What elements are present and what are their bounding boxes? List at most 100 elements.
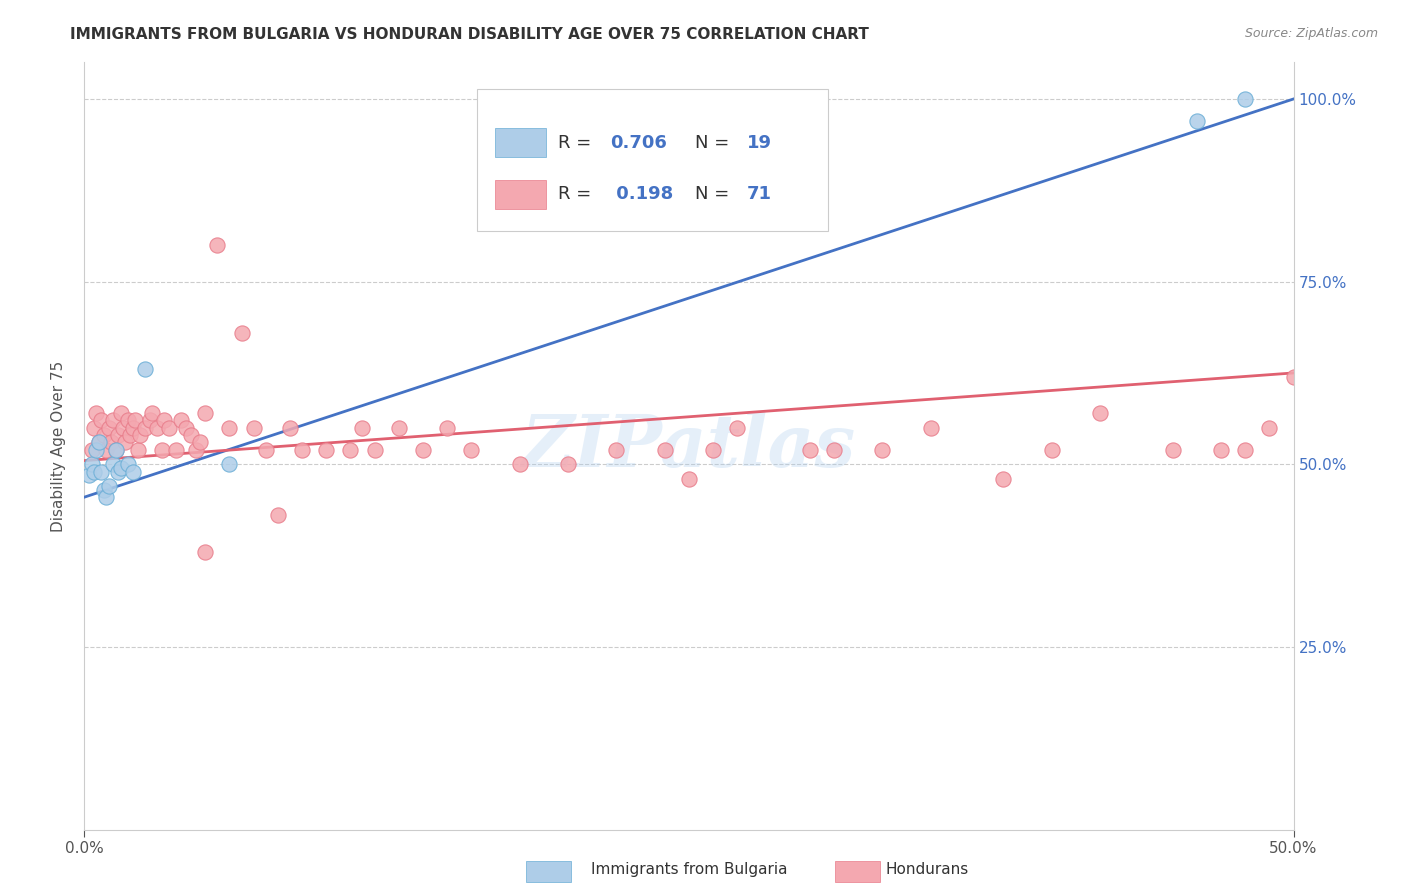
FancyBboxPatch shape — [495, 180, 547, 209]
Point — [100, 435, 122, 450]
Text: Immigrants from Bulgaria: Immigrants from Bulgaria — [591, 863, 787, 877]
Point — [86, 442, 108, 457]
Point — [121, 465, 143, 479]
Point — [138, 413, 160, 427]
Point — [1161, 442, 1184, 457]
Point — [180, 428, 202, 442]
Point — [90, 413, 112, 427]
Point — [86, 406, 108, 420]
Text: R =: R = — [558, 186, 598, 203]
Point — [1258, 421, 1281, 435]
Text: ZIPatlas: ZIPatlas — [522, 410, 856, 482]
Text: N =: N = — [695, 134, 735, 152]
Point — [87, 435, 110, 450]
Point — [134, 421, 156, 435]
Point — [110, 461, 132, 475]
Point — [218, 421, 240, 435]
Point — [352, 421, 374, 435]
Point — [184, 442, 207, 457]
Point — [150, 442, 173, 457]
Point — [823, 442, 845, 457]
Point — [120, 428, 142, 442]
Point — [103, 413, 125, 427]
Point — [129, 428, 152, 442]
Point — [339, 442, 361, 457]
Point — [103, 457, 125, 471]
Point — [194, 406, 217, 420]
Point — [127, 442, 149, 457]
Point — [97, 479, 120, 493]
Point — [112, 421, 135, 435]
Point — [872, 442, 894, 457]
Y-axis label: Disability Age Over 75: Disability Age Over 75 — [51, 360, 66, 532]
Point — [80, 457, 103, 471]
Point — [121, 421, 143, 435]
Text: N =: N = — [695, 186, 735, 203]
Point — [412, 442, 434, 457]
Point — [83, 465, 105, 479]
Point — [363, 442, 385, 457]
Point — [141, 406, 163, 420]
Point — [509, 457, 531, 471]
Point — [557, 457, 579, 471]
Point — [107, 428, 129, 442]
Point — [231, 326, 253, 340]
Text: Source: ZipAtlas.com: Source: ZipAtlas.com — [1244, 27, 1378, 40]
Point — [97, 421, 120, 435]
Point — [315, 442, 337, 457]
Point — [90, 465, 112, 479]
Point — [207, 238, 229, 252]
Point — [134, 362, 156, 376]
Point — [93, 428, 115, 442]
Point — [94, 490, 117, 504]
Point — [190, 435, 212, 450]
Point — [146, 421, 169, 435]
Point — [117, 413, 139, 427]
Point — [436, 421, 458, 435]
Point — [153, 413, 176, 427]
Point — [291, 442, 314, 457]
Text: R =: R = — [558, 134, 598, 152]
Text: IMMIGRANTS FROM BULGARIA VS HONDURAN DISABILITY AGE OVER 75 CORRELATION CHART: IMMIGRANTS FROM BULGARIA VS HONDURAN DIS… — [70, 27, 869, 42]
Text: 71: 71 — [747, 186, 772, 203]
Point — [388, 421, 411, 435]
FancyBboxPatch shape — [495, 128, 547, 157]
Point — [460, 442, 482, 457]
Text: 0.706: 0.706 — [610, 134, 668, 152]
FancyBboxPatch shape — [478, 89, 828, 231]
Point — [654, 442, 676, 457]
Point — [1040, 442, 1063, 457]
Point — [678, 472, 700, 486]
Point — [165, 442, 187, 457]
Point — [242, 421, 264, 435]
Point — [107, 465, 129, 479]
Point — [218, 457, 240, 471]
Point — [702, 442, 724, 457]
Point — [920, 421, 942, 435]
Point — [194, 545, 217, 559]
Point — [110, 406, 132, 420]
Point — [124, 413, 146, 427]
Point — [1282, 369, 1305, 384]
Point — [114, 435, 136, 450]
Text: 19: 19 — [747, 134, 772, 152]
Text: Hondurans: Hondurans — [886, 863, 969, 877]
Point — [799, 442, 821, 457]
Point — [83, 421, 105, 435]
Point — [94, 442, 117, 457]
Point — [77, 468, 100, 483]
Point — [1234, 442, 1257, 457]
Point — [87, 435, 110, 450]
Point — [80, 442, 103, 457]
Point — [170, 413, 193, 427]
Point — [725, 421, 748, 435]
Point — [254, 442, 277, 457]
Point — [1185, 114, 1208, 128]
Point — [1209, 442, 1232, 457]
Point — [104, 442, 127, 457]
Point — [605, 442, 627, 457]
Point — [278, 421, 301, 435]
Point — [993, 472, 1015, 486]
Point — [1088, 406, 1111, 420]
Point — [174, 421, 197, 435]
